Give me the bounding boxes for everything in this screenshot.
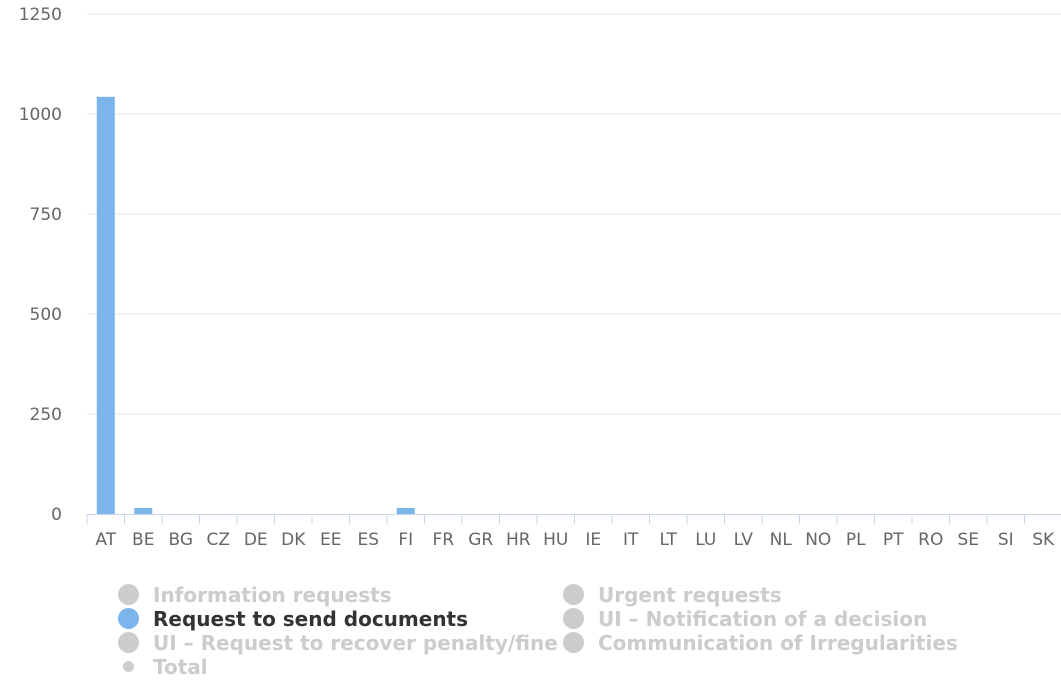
legend-marker bbox=[563, 608, 584, 629]
x-tick-label: IE bbox=[585, 530, 601, 550]
y-axis-tick-labels: 0 250 500 750 1000 1250 bbox=[19, 5, 62, 525]
legend-label: Communication of Irregularities bbox=[598, 630, 958, 655]
legend-item-communication-of-irregularities[interactable]: Communication of Irregularities bbox=[563, 630, 1008, 655]
legend-item-request-to-send-documents[interactable]: Request to send documents bbox=[118, 606, 563, 631]
x-tick-label: PT bbox=[883, 530, 904, 550]
x-tick-label: AT bbox=[95, 530, 116, 550]
x-tick-label: DE bbox=[244, 530, 268, 550]
legend-item-total[interactable]: Total bbox=[118, 654, 563, 679]
legend-item-ui-notification-of-a-decision[interactable]: UI – Notification of a decision bbox=[563, 606, 1008, 631]
x-tick-label: LT bbox=[659, 530, 677, 550]
x-tick-label: FI bbox=[398, 530, 413, 550]
x-tick-label: NO bbox=[805, 530, 831, 550]
legend-item-ui-request-to-recover-penalty[interactable]: UI – Request to recover penalty/fine bbox=[118, 630, 563, 655]
bar-be[interactable] bbox=[134, 508, 153, 514]
x-tick-label: CZ bbox=[206, 530, 230, 550]
legend-marker bbox=[123, 661, 134, 672]
grid-lines bbox=[87, 13, 1061, 415]
legend-label: Request to send documents bbox=[153, 606, 469, 631]
x-tick-label: LV bbox=[734, 530, 754, 550]
bar-fi[interactable] bbox=[396, 508, 415, 514]
legend-label: UI – Notification of a decision bbox=[598, 606, 928, 631]
x-axis: AT BE BG CZ DE DK EE ES FI FR GR HR HU IE IT LT LU LV NL NO… bbox=[86, 514, 1061, 550]
x-tick-label: DK bbox=[281, 530, 306, 550]
x-tick-label: BG bbox=[168, 530, 193, 550]
legend-label: Information requests bbox=[153, 582, 392, 607]
legend-label: UI – Request to recover penalty/fine bbox=[153, 630, 558, 655]
legend-marker bbox=[563, 584, 584, 605]
bar-chart: 0 250 500 750 1000 1250 AT BE BG CZ DE DK EE ES FI FR G… bbox=[19, 5, 1061, 550]
x-tick-label: IT bbox=[623, 530, 639, 550]
x-tick-label: ES bbox=[357, 530, 379, 550]
legend-label: Urgent requests bbox=[598, 582, 782, 607]
legend-item-information-requests[interactable]: Information requests bbox=[118, 582, 563, 607]
legend-marker bbox=[118, 632, 139, 653]
y-tick-label: 1000 bbox=[19, 105, 62, 125]
x-tick-label: PL bbox=[846, 530, 866, 550]
y-tick-label: 750 bbox=[30, 205, 62, 225]
x-tick-label: NL bbox=[770, 530, 793, 550]
y-tick-label: 250 bbox=[30, 405, 62, 425]
legend-marker bbox=[118, 584, 139, 605]
x-tick-label: EE bbox=[320, 530, 341, 550]
y-tick-label: 0 bbox=[51, 505, 62, 525]
legend: Information requests Urgent requests Req… bbox=[118, 582, 1008, 679]
bars bbox=[96, 96, 415, 515]
bar-at[interactable] bbox=[96, 96, 115, 515]
x-tick-label: HR bbox=[506, 530, 531, 550]
legend-label: Total bbox=[153, 654, 208, 679]
x-tick-label: FR bbox=[432, 530, 454, 550]
legend-marker bbox=[563, 632, 584, 653]
y-tick-label: 1250 bbox=[19, 5, 62, 25]
x-tick-label: RO bbox=[918, 530, 943, 550]
x-tick-label: LU bbox=[695, 530, 716, 550]
x-tick-label: SK bbox=[1032, 530, 1055, 550]
legend-item-urgent-requests[interactable]: Urgent requests bbox=[563, 582, 1008, 607]
x-tick-label: SE bbox=[957, 530, 979, 550]
y-tick-label: 500 bbox=[30, 305, 62, 325]
x-tick-label: GR bbox=[468, 530, 493, 550]
x-tick-label: SI bbox=[998, 530, 1014, 550]
x-tick-label: BE bbox=[132, 530, 154, 550]
x-tick-label: HU bbox=[543, 530, 568, 550]
legend-marker bbox=[118, 608, 139, 629]
